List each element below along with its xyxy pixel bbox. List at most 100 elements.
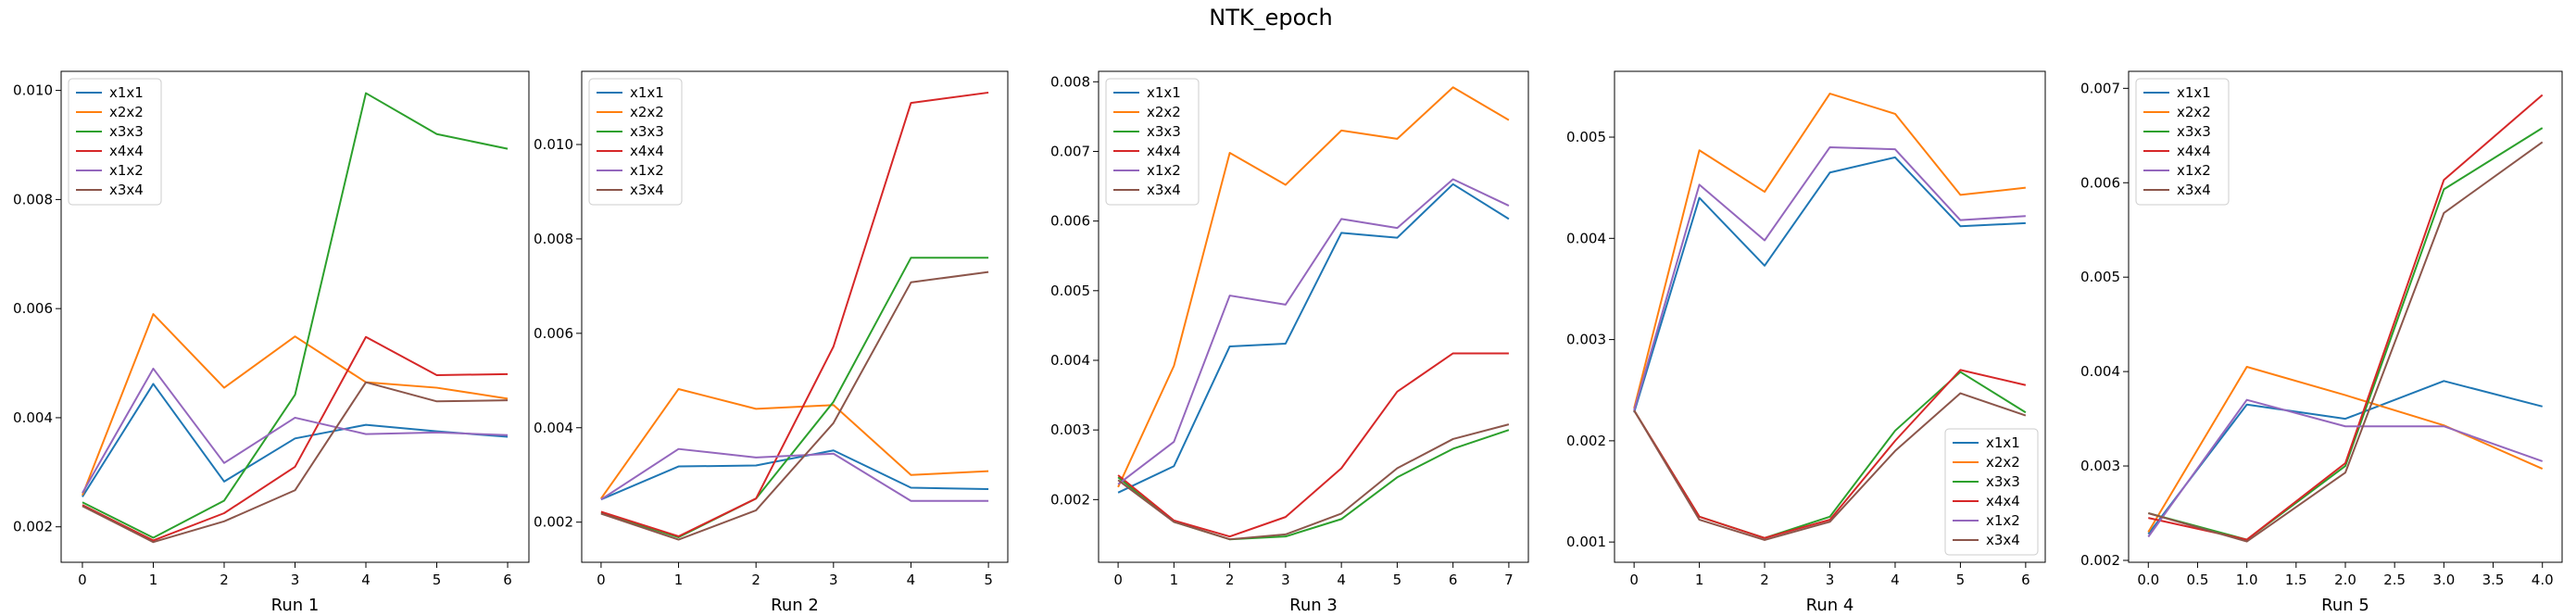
y-tick-label: 0.004 bbox=[1566, 230, 1606, 246]
y-tick-label: 0.002 bbox=[13, 519, 53, 535]
series-line-x3x4 bbox=[1633, 392, 2027, 541]
y-tick-label: 0.004 bbox=[534, 420, 573, 436]
legend-label-x2x2: x2x2 bbox=[2177, 104, 2211, 120]
x-tick-label: 7 bbox=[1504, 572, 1514, 588]
x-tick-label: 1 bbox=[674, 572, 684, 588]
legend-label-x4x4: x4x4 bbox=[630, 143, 664, 159]
x-axis-label: Run 3 bbox=[1289, 596, 1338, 615]
legend-label-x3x4: x3x4 bbox=[630, 182, 664, 198]
x-tick-label: 4 bbox=[907, 572, 916, 588]
y-tick-label: 0.005 bbox=[1566, 129, 1606, 145]
chart-panel-5: 0.0 0.5 1.0 1.5 2.0 2.5 3.0 3.5 4.0 0.002 0.003 0.0… bbox=[2080, 70, 2563, 615]
legend-label-x1x2: x1x2 bbox=[109, 162, 144, 179]
legend-label-x3x3: x3x3 bbox=[2177, 123, 2211, 140]
x-tick-label: 1 bbox=[149, 572, 158, 588]
legend: x1x1 x2x2 x3x3 x4x4 x1x2 x3x4 bbox=[1105, 78, 1200, 206]
y-tick-label: 0.002 bbox=[1566, 433, 1606, 449]
legend-label-x1x1: x1x1 bbox=[1986, 434, 2020, 451]
x-tick-label: 3 bbox=[829, 572, 838, 588]
legend-label-x1x2: x1x2 bbox=[1986, 512, 2020, 529]
legend-label-x3x4: x3x4 bbox=[1147, 182, 1181, 198]
x-tick-label: 1.0 bbox=[2236, 572, 2258, 588]
y-tick-label: 0.003 bbox=[1050, 421, 1090, 438]
legend-label-x3x3: x3x3 bbox=[630, 123, 664, 140]
series-line-x4x4 bbox=[1633, 369, 2027, 539]
x-tick-label: 2.0 bbox=[2334, 572, 2356, 588]
series-line-x1x2 bbox=[600, 447, 989, 502]
legend-label-x3x3: x3x3 bbox=[1147, 123, 1181, 140]
legend-label-x2x2: x2x2 bbox=[109, 104, 144, 120]
x-tick-label: 3 bbox=[1281, 572, 1290, 588]
chart-panel-4: 0 1 2 3 4 5 6 0.001 0.002 0.003 0.004 0.005 Run 4 x1x… bbox=[1566, 70, 2046, 615]
y-tick-label: 0.002 bbox=[2080, 552, 2120, 569]
x-axis-label: Run 4 bbox=[1806, 596, 1854, 615]
series-line-x1x1 bbox=[82, 383, 509, 497]
y-tick-label: 0.002 bbox=[534, 514, 573, 531]
y-tick-label: 0.005 bbox=[1050, 283, 1090, 299]
x-tick-label: 0 bbox=[1113, 572, 1123, 588]
x-tick-label: 6 bbox=[1449, 572, 1458, 588]
x-tick-label: 4 bbox=[1891, 572, 1900, 588]
x-tick-label: 4 bbox=[1337, 572, 1346, 588]
x-tick-label: 0 bbox=[597, 572, 606, 588]
legend-box bbox=[1105, 78, 1200, 206]
series-line-x3x3 bbox=[82, 92, 509, 539]
legend-label-x4x4: x4x4 bbox=[109, 143, 144, 159]
x-tick-label: 0 bbox=[78, 572, 87, 588]
legend-label-x2x2: x2x2 bbox=[1147, 104, 1181, 120]
legend: x1x1 x2x2 x3x3 x4x4 x1x2 x3x4 bbox=[588, 78, 683, 206]
x-tick-label: 2 bbox=[751, 572, 760, 588]
legend-label-x3x3: x3x3 bbox=[109, 123, 144, 140]
x-tick-label: 3 bbox=[1826, 572, 1835, 588]
series-line-x3x4 bbox=[82, 381, 509, 544]
x-tick-label: 0.0 bbox=[2137, 572, 2159, 588]
x-tick-label: 1.5 bbox=[2285, 572, 2307, 588]
series-line-x4x4 bbox=[600, 91, 989, 537]
series-line-x1x2 bbox=[82, 367, 509, 494]
y-tick-label: 0.006 bbox=[534, 325, 573, 342]
y-tick-label: 0.003 bbox=[1566, 332, 1606, 348]
x-axis-label: Run 2 bbox=[771, 596, 819, 615]
legend-label-x1x1: x1x1 bbox=[109, 84, 144, 101]
chart-panel-2: 0 1 2 3 4 5 0.002 0.004 0.006 0.008 0.010 Run 2 x1x1… bbox=[534, 70, 1009, 615]
x-tick-label: 6 bbox=[503, 572, 512, 588]
x-tick-label: 5 bbox=[1956, 572, 1966, 588]
legend-label-x3x4: x3x4 bbox=[1986, 532, 2020, 548]
legend-label-x1x1: x1x1 bbox=[1147, 84, 1181, 101]
legend-box bbox=[68, 78, 162, 206]
series-line-x3x4 bbox=[1117, 423, 1510, 541]
x-tick-label: 4 bbox=[361, 572, 371, 588]
figure-suptitle: NTK_epoch bbox=[1209, 5, 1332, 31]
legend-box bbox=[1944, 428, 2039, 556]
y-tick-label: 0.001 bbox=[1566, 534, 1606, 550]
legend-label-x2x2: x2x2 bbox=[630, 104, 664, 120]
y-tick-label: 0.006 bbox=[1050, 213, 1090, 230]
x-tick-label: 1 bbox=[1695, 572, 1704, 588]
legend-label-x1x2: x1x2 bbox=[630, 162, 664, 179]
series-line-x3x3 bbox=[600, 257, 989, 538]
legend: x1x1 x2x2 x3x3 x4x4 x1x2 x3x4 bbox=[1944, 428, 2039, 556]
y-tick-label: 0.008 bbox=[534, 231, 573, 247]
legend-label-x1x1: x1x1 bbox=[2177, 84, 2211, 101]
chart-panel-3: 0 1 2 3 4 5 6 7 0.002 0.003 0.004 0.005 0.006 0.007 0.… bbox=[1050, 70, 1529, 615]
x-tick-label: 4.0 bbox=[2532, 572, 2554, 588]
legend-box bbox=[588, 78, 683, 206]
legend: x1x1 x2x2 x3x3 x4x4 x1x2 x3x4 bbox=[68, 78, 162, 206]
x-tick-label: 6 bbox=[2021, 572, 2030, 588]
x-axis-label: Run 1 bbox=[271, 596, 320, 615]
legend-label-x3x3: x3x3 bbox=[1986, 473, 2020, 490]
series-line-x2x2 bbox=[600, 387, 989, 499]
series-line-x2x2 bbox=[82, 313, 509, 496]
y-tick-label: 0.006 bbox=[13, 300, 53, 317]
y-tick-label: 0.004 bbox=[1050, 352, 1090, 369]
x-tick-label: 3.5 bbox=[2482, 572, 2505, 588]
x-tick-label: 2 bbox=[1225, 572, 1235, 588]
legend-label-x4x4: x4x4 bbox=[2177, 143, 2211, 159]
legend-label-x2x2: x2x2 bbox=[1986, 454, 2020, 471]
y-tick-label: 0.006 bbox=[2080, 174, 2120, 191]
legend: x1x1 x2x2 x3x3 x4x4 x1x2 x3x4 bbox=[2135, 78, 2230, 206]
x-tick-label: 2 bbox=[1760, 572, 1769, 588]
legend-label-x4x4: x4x4 bbox=[1147, 143, 1181, 159]
x-tick-label: 2.5 bbox=[2383, 572, 2406, 588]
